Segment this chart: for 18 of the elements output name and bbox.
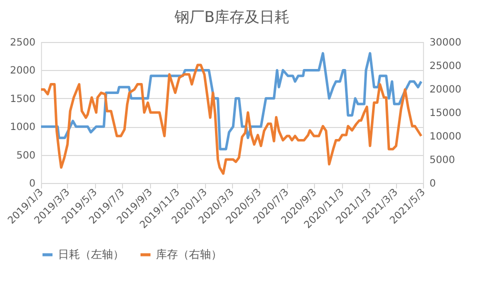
y2-tick-label: 20000: [430, 84, 462, 96]
y2-tick-label: 0: [430, 178, 436, 190]
y2-tick-label: 10000: [430, 132, 462, 142]
line-series: [40, 52, 422, 150]
y-tick-label: 0: [29, 178, 36, 190]
y2-tick-label: 5000: [430, 155, 455, 166]
y-tick-label: 2500: [10, 38, 36, 48]
y2-tick-label: 30000: [430, 38, 462, 48]
y2-tick-label: 25000: [430, 61, 462, 72]
line-series: [40, 64, 422, 175]
y-tick-label: 1000: [10, 122, 36, 134]
legend-label: 库存（右轴）: [156, 248, 222, 261]
y2-tick-label: 15000: [430, 108, 462, 119]
y-tick-label: 500: [16, 150, 36, 162]
y-tick-label: 1500: [10, 94, 36, 105]
chart-title: 钢厂B库存及日耗: [173, 8, 290, 26]
y-tick-label: 2000: [10, 66, 36, 77]
legend-label: 日耗（左轴）: [58, 248, 124, 261]
